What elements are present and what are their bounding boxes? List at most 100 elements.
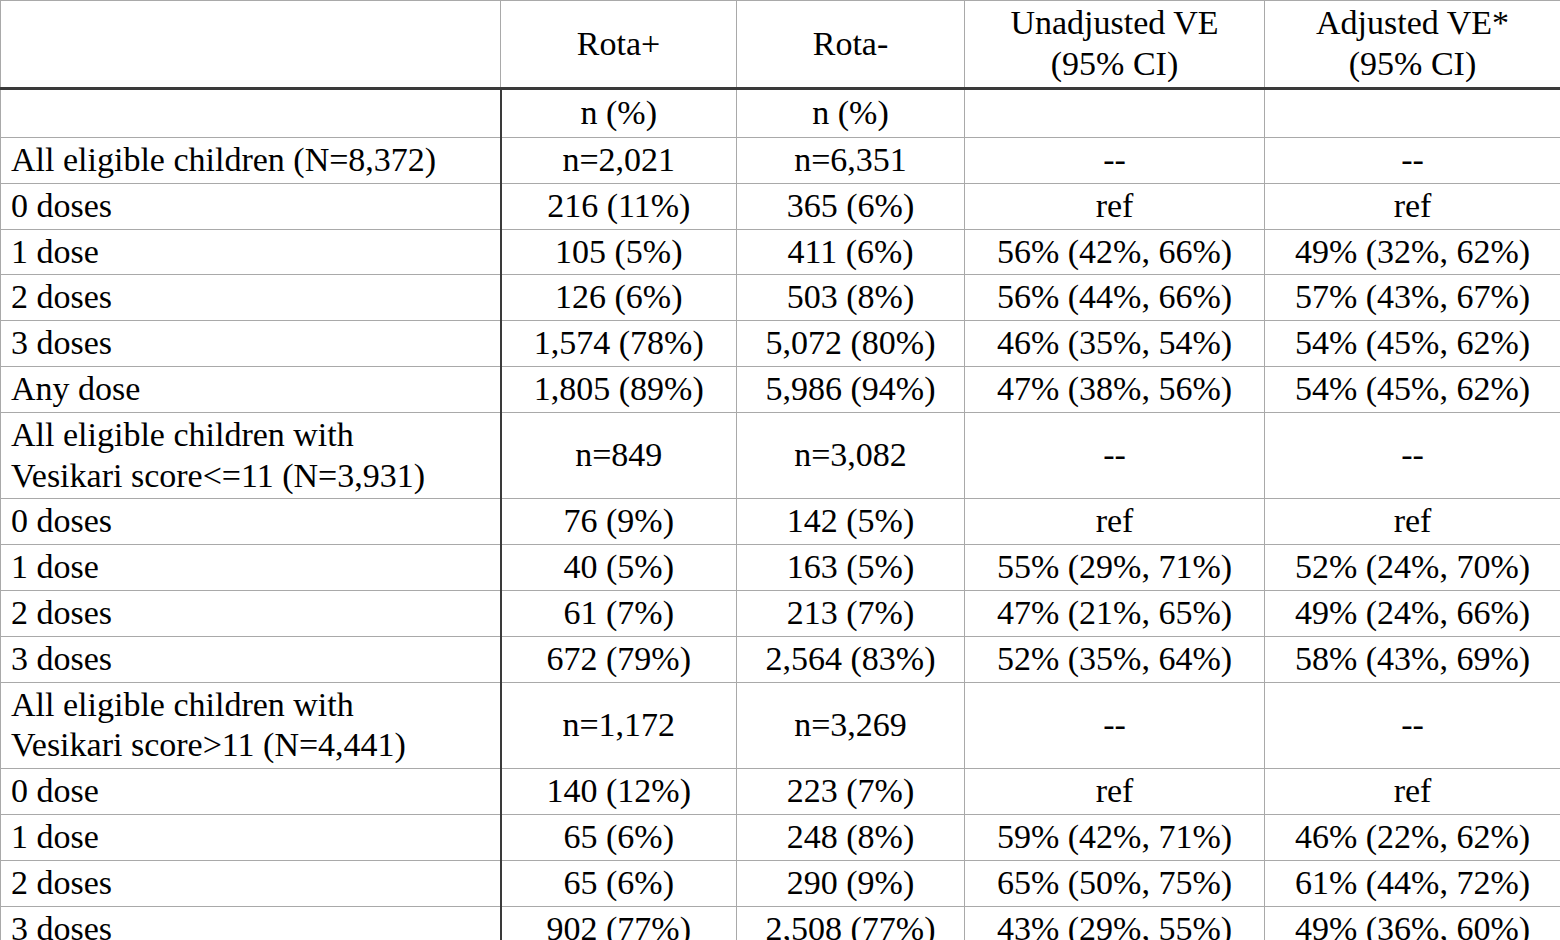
column-header-unadjusted-ve: Unadjusted VE (95% CI)	[965, 1, 1265, 89]
row-label: 2 doses	[1, 590, 501, 636]
data-cell: 40 (5%)	[501, 545, 737, 591]
table-row: 2 doses61 (7%)213 (7%)47% (21%, 65%)49% …	[1, 590, 1560, 636]
data-cell: --	[965, 138, 1265, 184]
data-cell: --	[1265, 138, 1560, 184]
data-cell: 58% (43%, 69%)	[1265, 636, 1560, 682]
row-label: 3 doses	[1, 636, 501, 682]
row-label: 0 doses	[1, 183, 501, 229]
row-label: 3 doses	[1, 906, 501, 940]
row-label: 0 doses	[1, 499, 501, 545]
column-header-adjusted-ve: Adjusted VE* (95% CI)	[1265, 1, 1560, 89]
data-cell: 140 (12%)	[501, 769, 737, 815]
table-body: n (%)n (%)All eligible children (N=8,372…	[1, 89, 1560, 940]
data-cell: n (%)	[501, 89, 737, 138]
table-row: 3 doses672 (79%)2,564 (83%)52% (35%, 64%…	[1, 636, 1560, 682]
data-cell: 46% (22%, 62%)	[1265, 814, 1560, 860]
column-header-rota-negative: Rota-	[737, 1, 965, 89]
data-cell: 1,805 (89%)	[501, 366, 737, 412]
data-cell: ref	[965, 769, 1265, 815]
data-cell: 56% (44%, 66%)	[965, 275, 1265, 321]
table-row: 1 dose40 (5%)163 (5%)55% (29%, 71%)52% (…	[1, 545, 1560, 591]
data-cell: 2,508 (77%)	[737, 906, 965, 940]
data-cell: 54% (45%, 62%)	[1265, 321, 1560, 367]
data-cell: 65% (50%, 75%)	[965, 860, 1265, 906]
header-row: Rota+ Rota- Unadjusted VE (95% CI) Adjus…	[1, 1, 1560, 89]
data-cell: 47% (38%, 56%)	[965, 366, 1265, 412]
table-row: n (%)n (%)	[1, 89, 1560, 138]
data-cell: ref	[965, 499, 1265, 545]
data-cell: 49% (36%, 60%)	[1265, 906, 1560, 940]
row-label: All eligible children with Vesikari scor…	[1, 682, 501, 769]
data-cell: 213 (7%)	[737, 590, 965, 636]
data-cell: --	[1265, 682, 1560, 769]
row-label: 2 doses	[1, 860, 501, 906]
data-cell	[965, 89, 1265, 138]
data-cell: ref	[1265, 183, 1560, 229]
table-header: Rota+ Rota- Unadjusted VE (95% CI) Adjus…	[1, 1, 1560, 89]
data-cell: 65 (6%)	[501, 860, 737, 906]
row-label	[1, 89, 501, 138]
data-cell: n=849	[501, 412, 737, 499]
data-cell: 142 (5%)	[737, 499, 965, 545]
data-cell: 1,574 (78%)	[501, 321, 737, 367]
data-cell: n=3,269	[737, 682, 965, 769]
row-label: All eligible children with Vesikari scor…	[1, 412, 501, 499]
data-cell: 46% (35%, 54%)	[965, 321, 1265, 367]
data-cell: ref	[965, 183, 1265, 229]
row-label: All eligible children (N=8,372)	[1, 138, 501, 184]
data-cell: 65 (6%)	[501, 814, 737, 860]
table-row: 3 doses902 (77%)2,508 (77%)43% (29%, 55%…	[1, 906, 1560, 940]
row-label: 1 dose	[1, 545, 501, 591]
vaccine-effectiveness-table: Rota+ Rota- Unadjusted VE (95% CI) Adjus…	[0, 0, 1560, 940]
data-cell: 2,564 (83%)	[737, 636, 965, 682]
data-cell: 76 (9%)	[501, 499, 737, 545]
data-cell: 5,986 (94%)	[737, 366, 965, 412]
data-cell: 290 (9%)	[737, 860, 965, 906]
data-cell: n=6,351	[737, 138, 965, 184]
data-cell: ref	[1265, 499, 1560, 545]
data-cell: --	[965, 682, 1265, 769]
table-row: All eligible children (N=8,372)n=2,021n=…	[1, 138, 1560, 184]
table-row: 2 doses65 (6%)290 (9%)65% (50%, 75%)61% …	[1, 860, 1560, 906]
column-header-rota-positive: Rota+	[501, 1, 737, 89]
table-row: 0 doses216 (11%)365 (6%)refref	[1, 183, 1560, 229]
data-cell: 216 (11%)	[501, 183, 737, 229]
data-cell: 57% (43%, 67%)	[1265, 275, 1560, 321]
data-cell: 248 (8%)	[737, 814, 965, 860]
row-label: 1 dose	[1, 814, 501, 860]
data-cell	[1265, 89, 1560, 138]
data-cell: 365 (6%)	[737, 183, 965, 229]
data-cell: 43% (29%, 55%)	[965, 906, 1265, 940]
row-label: 0 dose	[1, 769, 501, 815]
data-cell: n (%)	[737, 89, 965, 138]
data-cell: n=3,082	[737, 412, 965, 499]
data-cell: ref	[1265, 769, 1560, 815]
data-cell: --	[965, 412, 1265, 499]
data-cell: 59% (42%, 71%)	[965, 814, 1265, 860]
table-row: All eligible children with Vesikari scor…	[1, 412, 1560, 499]
data-cell: 163 (5%)	[737, 545, 965, 591]
data-cell: 5,072 (80%)	[737, 321, 965, 367]
data-cell: 47% (21%, 65%)	[965, 590, 1265, 636]
row-label: 1 dose	[1, 229, 501, 275]
table-row: 3 doses1,574 (78%)5,072 (80%)46% (35%, 5…	[1, 321, 1560, 367]
data-cell: 49% (32%, 62%)	[1265, 229, 1560, 275]
data-cell: 52% (35%, 64%)	[965, 636, 1265, 682]
table-row: Any dose1,805 (89%)5,986 (94%)47% (38%, …	[1, 366, 1560, 412]
table-row: 1 dose65 (6%)248 (8%)59% (42%, 71%)46% (…	[1, 814, 1560, 860]
table-row: 0 doses76 (9%)142 (5%)refref	[1, 499, 1560, 545]
data-cell: 54% (45%, 62%)	[1265, 366, 1560, 412]
data-cell: --	[1265, 412, 1560, 499]
table-row: 1 dose105 (5%)411 (6%)56% (42%, 66%)49% …	[1, 229, 1560, 275]
data-cell: 411 (6%)	[737, 229, 965, 275]
data-cell: 52% (24%, 70%)	[1265, 545, 1560, 591]
row-label: Any dose	[1, 366, 501, 412]
table-row: 0 dose140 (12%)223 (7%)refref	[1, 769, 1560, 815]
row-label: 3 doses	[1, 321, 501, 367]
data-cell: 902 (77%)	[501, 906, 737, 940]
data-cell: 61% (44%, 72%)	[1265, 860, 1560, 906]
row-label: 2 doses	[1, 275, 501, 321]
data-cell: 503 (8%)	[737, 275, 965, 321]
column-header-rowlabels	[1, 1, 501, 89]
data-cell: n=1,172	[501, 682, 737, 769]
